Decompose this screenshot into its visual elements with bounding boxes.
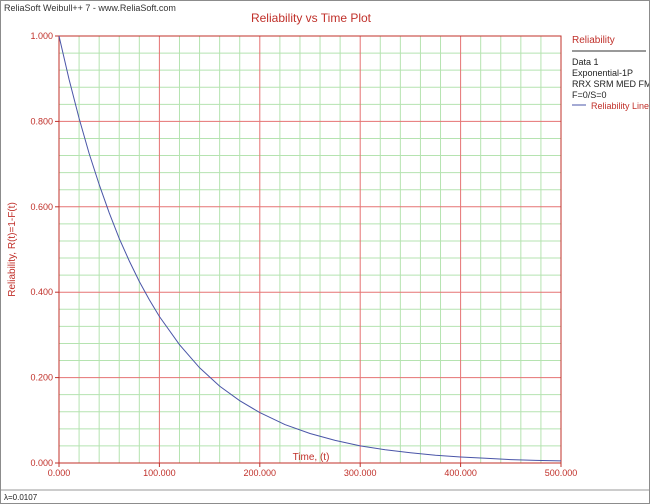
legend-line-method: RRX SRM MED FM	[572, 79, 649, 89]
x-tick-label: 400.000	[444, 468, 477, 478]
lambda-readout: λ=0.0107	[4, 493, 38, 502]
x-tick-label: 100.000	[143, 468, 176, 478]
legend-line-data: Data 1	[572, 57, 599, 67]
brand-label: ReliaSoft Weibull++ 7 - www.ReliaSoft.co…	[4, 3, 176, 13]
y-tick-label: 0.000	[30, 458, 53, 468]
y-tick-label: 0.200	[30, 373, 53, 383]
legend-line-model: Exponential-1P	[572, 68, 633, 78]
x-tick-label: 500.000	[545, 468, 578, 478]
y-tick-label: 0.800	[30, 116, 53, 126]
legend: Reliability Data 1 Exponential-1P RRX SR…	[572, 35, 649, 111]
x-axis-ticks: 0.000 100.000 200.000 300.000 400.000 500.000	[48, 463, 578, 478]
y-tick-label: 0.400	[30, 287, 53, 297]
chart-title: Reliability vs Time Plot	[251, 11, 372, 25]
y-tick-label: 0.600	[30, 202, 53, 212]
major-grid	[59, 36, 561, 463]
reliability-line	[58, 35, 562, 462]
legend-series-label: Reliability Line	[591, 101, 649, 111]
x-axis-label: Time, (t)	[293, 452, 330, 463]
y-tick-label: 1.000	[30, 31, 53, 41]
minor-grid	[59, 36, 561, 463]
y-axis-ticks: 0.000 0.200 0.400 0.600 0.800 1.000	[30, 31, 59, 468]
legend-heading: Reliability	[572, 35, 615, 46]
x-tick-label: 200.000	[244, 468, 277, 478]
plot-area-border	[58, 35, 562, 464]
y-axis-label: Reliability, R(t)=1-F(t)	[7, 202, 18, 297]
legend-line-counts: F=0/S=0	[572, 90, 607, 100]
x-tick-label: 300.000	[344, 468, 377, 478]
x-tick-label: 0.000	[48, 468, 71, 478]
